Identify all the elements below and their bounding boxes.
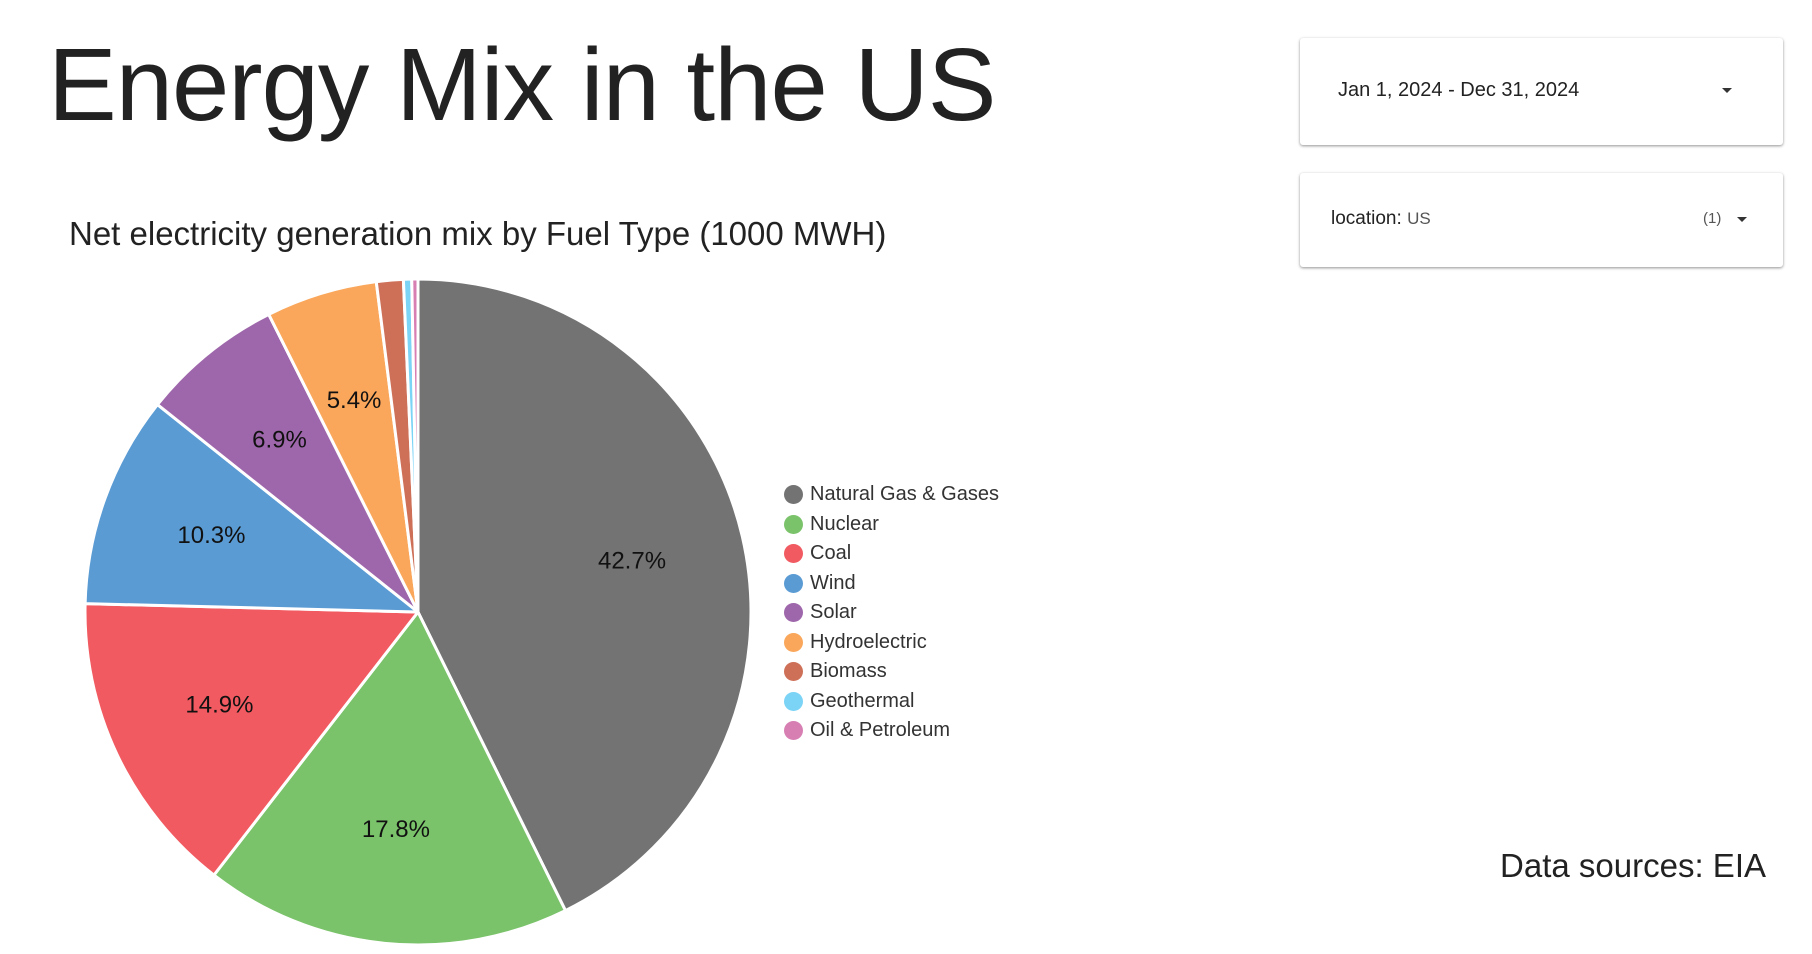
pie-slice-natural-gas-gases[interactable] (416, 277, 753, 913)
legend-item[interactable]: Coal (784, 539, 999, 569)
legend-swatch (784, 603, 803, 623)
pie-slice-label: 6.9% (252, 427, 307, 454)
location-filter-value: US (1407, 209, 1431, 228)
legend-swatch (784, 544, 803, 564)
legend-label: Oil & Petroleum (810, 719, 951, 742)
legend-swatch (784, 721, 803, 741)
legend-item[interactable]: Geothermal (784, 687, 999, 717)
pie-slice-label: 14.9% (185, 692, 253, 719)
legend-swatch (784, 662, 803, 682)
page-title: Energy Mix in the US (48, 27, 996, 142)
pie-slice-label: 42.7% (598, 547, 666, 574)
legend-label: Geothermal (810, 689, 915, 712)
legend-label: Natural Gas & Gases (810, 483, 999, 506)
legend-item[interactable]: Hydroelectric (784, 628, 999, 658)
location-filter-key: location: (1331, 208, 1402, 229)
legend-item[interactable]: Nuclear (784, 510, 999, 540)
date-range-picker[interactable]: Jan 1, 2024 - Dec 31, 2024 (1300, 38, 1783, 145)
pie-slice-solar[interactable] (155, 312, 420, 614)
legend-swatch (784, 573, 803, 593)
legend-item[interactable]: Natural Gas & Gases (784, 480, 999, 510)
pie-slice-coal[interactable] (83, 602, 420, 877)
legend-label: Biomass (810, 660, 887, 683)
chevron-down-icon[interactable] (1722, 88, 1732, 93)
chevron-down-icon[interactable] (1737, 217, 1747, 222)
legend-label: Coal (810, 542, 852, 565)
legend-swatch (784, 632, 803, 652)
pie-slice-nuclear[interactable] (212, 610, 567, 947)
chart-legend: Natural Gas & Gases Nuclear Coal Wind Solar H… (784, 480, 999, 746)
legend-swatch (784, 691, 803, 711)
location-filter-dropdown[interactable]: location: US (1) (1300, 173, 1783, 267)
location-selection-count: (1) (1703, 210, 1722, 227)
legend-item[interactable]: Oil & Petroleum (784, 716, 999, 746)
legend-item[interactable]: Wind (784, 569, 999, 599)
location-filter-label: location: US (1331, 208, 1431, 230)
legend-swatch (784, 485, 803, 505)
legend-item[interactable]: Solar (784, 598, 999, 628)
date-range-text: Jan 1, 2024 - Dec 31, 2024 (1338, 79, 1580, 101)
pie-slice-label: 10.3% (177, 522, 245, 549)
pie-slice-oil-petroleum[interactable] (410, 277, 420, 614)
legend-swatch (784, 514, 803, 534)
data-source-note: Data sources: EIA (1500, 847, 1766, 884)
pie-slice-wind[interactable] (83, 403, 420, 614)
legend-label: Wind (810, 571, 856, 594)
legend-label: Nuclear (810, 512, 879, 535)
legend-label: Solar (810, 601, 857, 624)
pie-slice-label: 17.8% (362, 816, 430, 843)
chart-title: Net electricity generation mix by Fuel T… (69, 215, 887, 252)
legend-label: Hydroelectric (810, 630, 927, 653)
pie-slice-label: 5.4% (327, 387, 382, 414)
legend-item[interactable]: Biomass (784, 657, 999, 687)
